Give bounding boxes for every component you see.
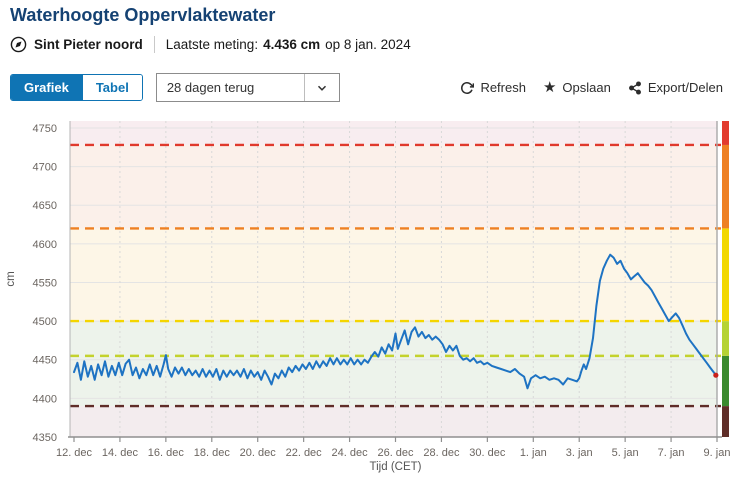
water-level-chart[interactable]: 12. dec 14. dec 16. dec 18. dec 20. dec 22. d…	[0, 115, 732, 483]
last-measurement-label: Laatste meting:	[165, 37, 259, 52]
refresh-label: Refresh	[480, 80, 526, 95]
refresh-icon	[460, 81, 475, 95]
star-icon: ★	[542, 79, 557, 96]
svg-text:14. dec: 14. dec	[102, 447, 139, 459]
compass-icon	[10, 36, 27, 53]
svg-text:4500: 4500	[33, 316, 57, 328]
svg-text:4550: 4550	[33, 277, 57, 289]
svg-text:4400: 4400	[33, 393, 57, 405]
period-select-value: 28 dagen terug	[166, 80, 255, 95]
save-button[interactable]: ★ Opslaan	[543, 80, 611, 95]
svg-text:18. dec: 18. dec	[194, 447, 231, 459]
chart-controls: Grafiek Tabel 28 dagen terug Refresh	[10, 73, 723, 102]
svg-text:22. dec: 22. dec	[286, 447, 323, 459]
svg-text:30. dec: 30. dec	[469, 447, 506, 459]
tab-tabel[interactable]: Tabel	[81, 75, 142, 100]
period-select[interactable]: 28 dagen terug	[155, 73, 340, 102]
last-measurement-value: 4.436 cm	[263, 37, 321, 52]
svg-text:26. dec: 26. dec	[377, 447, 414, 459]
svg-text:16. dec: 16. dec	[148, 447, 185, 459]
station-name: Sint Pieter noord	[34, 37, 143, 52]
svg-text:4750: 4750	[33, 123, 57, 135]
share-label: Export/Delen	[647, 80, 723, 95]
svg-text:4650: 4650	[33, 200, 57, 212]
svg-text:12. dec: 12. dec	[56, 447, 93, 459]
svg-text:28. dec: 28. dec	[423, 447, 460, 459]
save-label: Opslaan	[562, 80, 611, 95]
chevron-down-icon	[303, 74, 339, 101]
svg-text:Tijd (CET): Tijd (CET)	[370, 461, 422, 473]
station-meta: Sint Pieter noord Laatste meting: 4.436 …	[10, 36, 411, 53]
svg-text:cm: cm	[5, 271, 17, 286]
last-measurement-date: op 8 jan. 2024	[325, 37, 411, 52]
svg-text:7. jan: 7. jan	[658, 447, 685, 459]
svg-text:4350: 4350	[33, 432, 57, 444]
svg-text:4450: 4450	[33, 355, 57, 367]
svg-text:3. jan: 3. jan	[566, 447, 593, 459]
action-links: Refresh ★ Opslaan Export/Delen	[460, 80, 723, 95]
svg-text:24. dec: 24. dec	[332, 447, 369, 459]
tab-grafiek[interactable]: Grafiek	[11, 75, 82, 100]
chart-area: 12. dec 14. dec 16. dec 18. dec 20. dec 22. d…	[0, 115, 732, 483]
svg-text:9. jan: 9. jan	[704, 447, 731, 459]
page-title: Waterhoogte Oppervlaktewater	[10, 5, 276, 25]
view-tabs: Grafiek Tabel	[10, 74, 143, 101]
svg-text:4700: 4700	[33, 162, 57, 174]
svg-text:4600: 4600	[33, 239, 57, 251]
svg-text:1. jan: 1. jan	[520, 447, 547, 459]
share-button[interactable]: Export/Delen	[628, 80, 723, 95]
svg-text:20. dec: 20. dec	[240, 447, 277, 459]
refresh-button[interactable]: Refresh	[460, 80, 526, 95]
svg-text:5. jan: 5. jan	[612, 447, 639, 459]
share-icon	[628, 80, 642, 95]
meta-divider	[153, 36, 155, 53]
